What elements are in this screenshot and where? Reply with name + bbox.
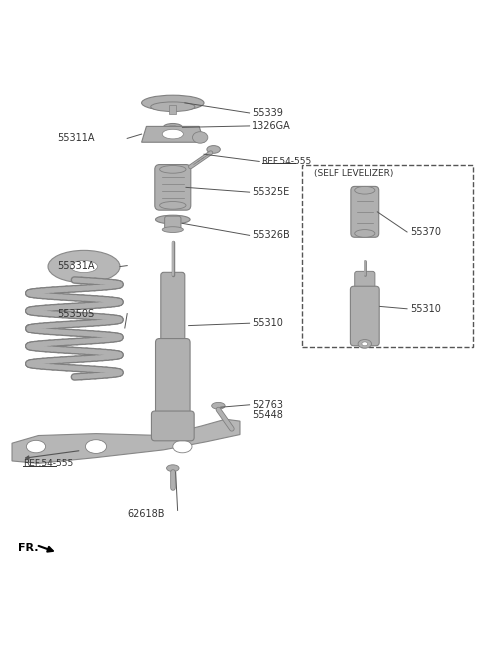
Text: (SELF LEVELIZER): (SELF LEVELIZER) <box>314 169 394 178</box>
Text: 55325E: 55325E <box>252 187 289 197</box>
Ellipse shape <box>355 230 375 237</box>
Text: 55350S: 55350S <box>58 308 95 319</box>
Ellipse shape <box>173 440 192 453</box>
Text: 62618B: 62618B <box>127 509 165 520</box>
Text: REF.54-555: REF.54-555 <box>23 459 73 468</box>
Ellipse shape <box>26 440 46 453</box>
Ellipse shape <box>71 260 97 273</box>
Ellipse shape <box>362 342 368 346</box>
FancyBboxPatch shape <box>355 272 375 295</box>
Text: FR.: FR. <box>18 543 39 553</box>
Text: 55311A: 55311A <box>58 133 95 144</box>
Text: 55448: 55448 <box>252 411 283 420</box>
Ellipse shape <box>355 186 375 194</box>
Ellipse shape <box>358 340 372 348</box>
Ellipse shape <box>168 125 177 129</box>
Ellipse shape <box>169 429 177 434</box>
Ellipse shape <box>159 165 186 173</box>
FancyBboxPatch shape <box>152 411 194 441</box>
Bar <box>302 165 473 347</box>
Text: 1326GA: 1326GA <box>252 121 291 131</box>
Ellipse shape <box>212 402 225 409</box>
Ellipse shape <box>156 215 190 224</box>
FancyBboxPatch shape <box>155 165 191 210</box>
Ellipse shape <box>207 146 220 154</box>
Text: 55326B: 55326B <box>252 230 290 240</box>
Ellipse shape <box>167 465 179 472</box>
Ellipse shape <box>163 123 182 131</box>
Text: 55310: 55310 <box>410 304 441 314</box>
Ellipse shape <box>159 201 186 209</box>
FancyBboxPatch shape <box>161 272 185 345</box>
Ellipse shape <box>85 440 107 453</box>
FancyBboxPatch shape <box>350 286 379 346</box>
Text: 55310: 55310 <box>252 318 283 328</box>
Ellipse shape <box>48 251 120 283</box>
Text: REF.54-555: REF.54-555 <box>262 157 312 166</box>
FancyBboxPatch shape <box>156 338 190 430</box>
Text: 55370: 55370 <box>410 227 442 237</box>
Ellipse shape <box>162 227 183 232</box>
FancyBboxPatch shape <box>165 216 181 230</box>
Bar <box>169 105 176 114</box>
Text: 55339: 55339 <box>252 108 283 118</box>
Polygon shape <box>12 419 240 463</box>
Text: 55331A: 55331A <box>58 260 95 270</box>
Ellipse shape <box>151 102 195 112</box>
Polygon shape <box>142 127 204 142</box>
Ellipse shape <box>164 426 181 437</box>
FancyBboxPatch shape <box>351 186 379 237</box>
Ellipse shape <box>162 129 183 139</box>
Ellipse shape <box>142 95 204 111</box>
Text: 52763: 52763 <box>252 400 283 410</box>
Ellipse shape <box>192 132 208 143</box>
